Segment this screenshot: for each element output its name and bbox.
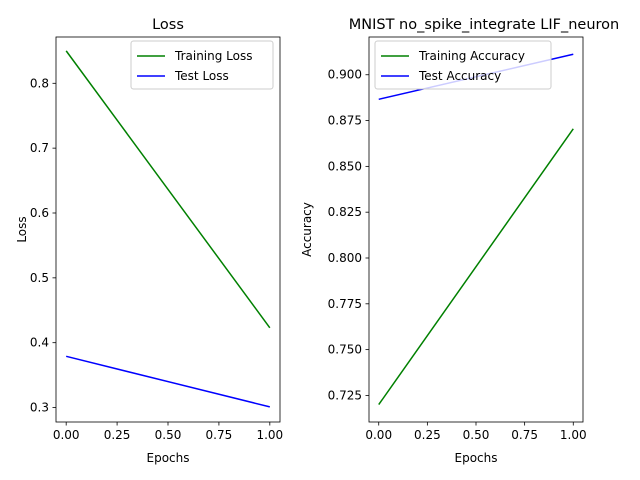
y-tick-label: 0.5 — [30, 271, 49, 285]
chart-1: 0.00 0.25 0.50 0.75 1.00 0.3 0.4 0.5 0.6 0.7 0.8 Ep… — [15, 17, 283, 465]
legend-label-test-accuracy: Test Accuracy — [418, 69, 501, 83]
plot-area — [369, 37, 583, 422]
legend-label-training-accuracy: Training Accuracy — [418, 49, 525, 63]
y-tick-label: 0.8 — [30, 76, 49, 90]
x-tick-label: 0.25 — [414, 428, 441, 442]
legend-box — [130, 40, 274, 90]
legend-label-test-loss: Test Loss — [174, 69, 229, 83]
series-line-test-loss — [65, 355, 271, 408]
plot-area — [56, 37, 280, 422]
y-axis-label: Loss — [15, 216, 29, 242]
x-tick-label: 1.00 — [256, 428, 283, 442]
y-tick-label: 0.6 — [30, 206, 49, 220]
y-tick-label: 0.825 — [328, 205, 362, 219]
x-tick-label: 0.00 — [53, 428, 80, 442]
x-tick-label: 0.75 — [511, 428, 538, 442]
x-tick-label: 0.00 — [365, 428, 392, 442]
x-axis-label: Epochs — [455, 451, 498, 465]
y-tick-label: 0.4 — [30, 336, 49, 350]
y-tick-label: 0.850 — [328, 159, 362, 173]
x-tick-label: 0.25 — [104, 428, 131, 442]
y-tick-label: 0.7 — [30, 141, 49, 155]
y-tick-label: 0.875 — [328, 114, 362, 128]
x-tick-label: 1.00 — [560, 428, 587, 442]
y-tick-label: 0.800 — [328, 251, 362, 265]
legend-label-training-loss: Training Loss — [174, 49, 252, 63]
chart-title: Loss — [152, 17, 184, 33]
x-axis-label: Epochs — [147, 451, 190, 465]
series-line-training-accuracy — [378, 128, 574, 406]
legend: Training Loss Test Loss — [130, 40, 274, 90]
legend-box — [374, 40, 552, 90]
y-tick-label: 0.775 — [328, 297, 362, 311]
x-tick-label: 0.75 — [206, 428, 233, 442]
legend: Training Accuracy Test Accuracy — [374, 40, 552, 90]
y-axis-label: Accuracy — [300, 202, 314, 257]
chart-2: 0.00 0.25 0.50 0.75 1.00 0.725 0.750 0.775 0.800… — [300, 17, 619, 465]
y-tick-label: 0.750 — [328, 343, 362, 357]
chart-title: MNIST no_spike_integrate LIF_neuron — [349, 17, 620, 33]
series-line-training-loss — [65, 50, 271, 329]
x-tick-label: 0.50 — [155, 428, 182, 442]
y-tick-label: 0.900 — [328, 68, 362, 82]
y-tick-label: 0.3 — [30, 401, 49, 415]
y-tick-label: 0.725 — [328, 388, 362, 402]
x-tick-label: 0.50 — [463, 428, 490, 442]
